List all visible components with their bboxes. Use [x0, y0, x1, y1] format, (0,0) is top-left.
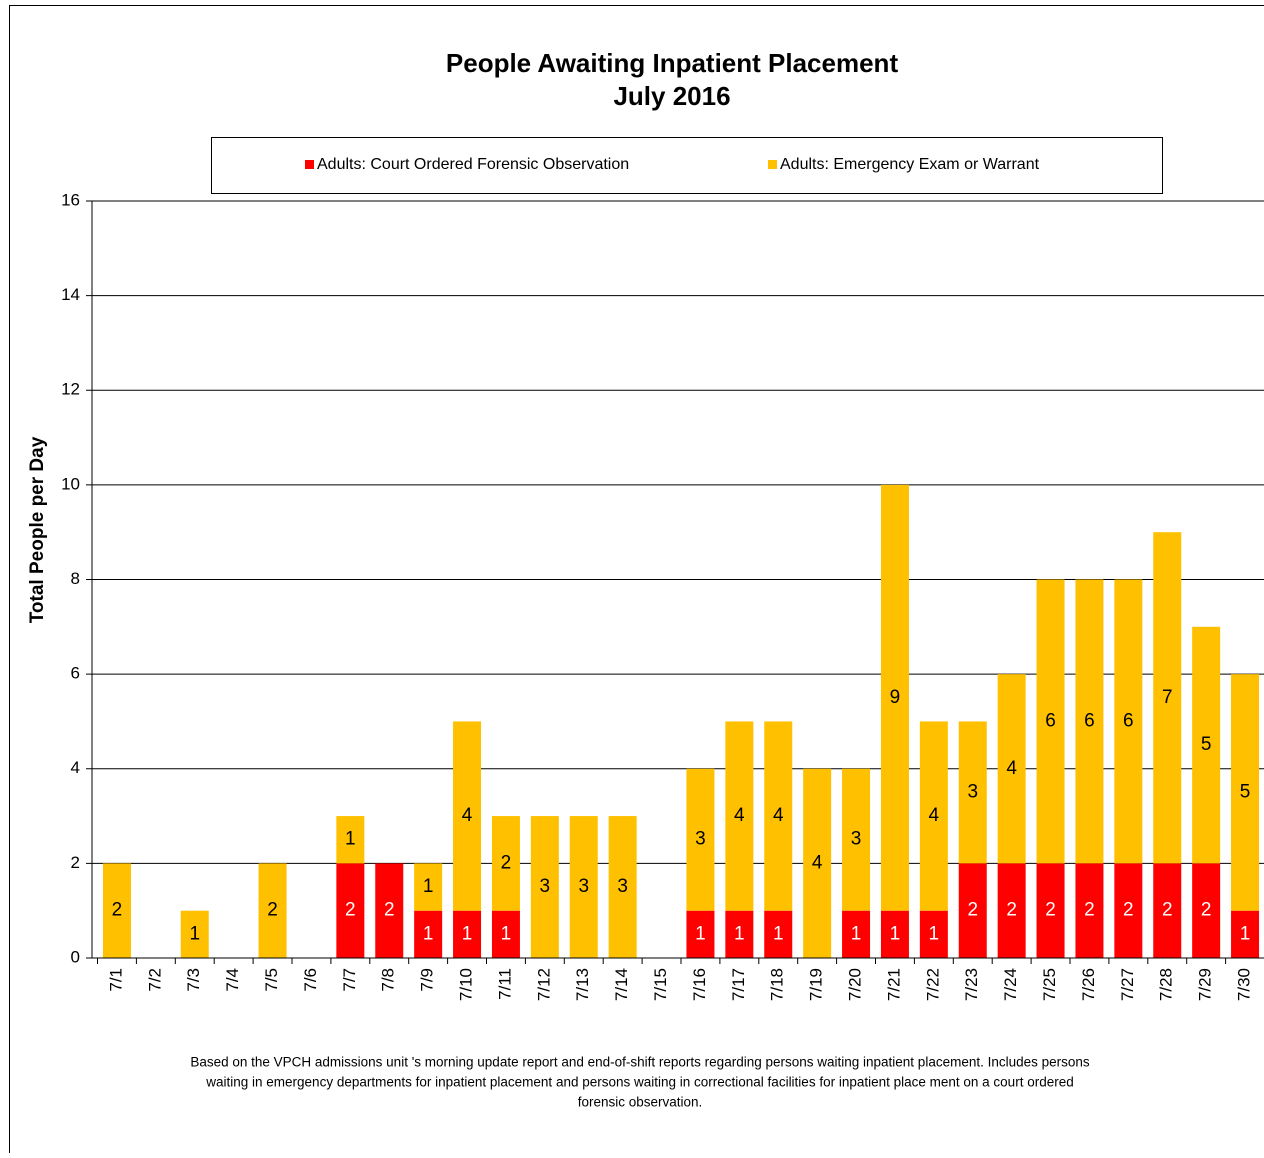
data-label: 6 — [1084, 710, 1095, 731]
footnote: waiting in emergency departments for inp… — [205, 1075, 1073, 1090]
y-tick-label: 4 — [71, 758, 80, 777]
y-tick-label: 10 — [61, 474, 80, 493]
data-label: 1 — [929, 923, 940, 944]
x-tick-label: 7/30 — [1235, 968, 1254, 1001]
x-tick-label: 7/27 — [1118, 968, 1137, 1001]
data-label: 2 — [267, 900, 278, 921]
x-tick-label: 7/24 — [1001, 968, 1020, 1001]
data-label: 2 — [1006, 900, 1017, 921]
x-tick-label: 7/20 — [846, 968, 865, 1001]
data-label: 4 — [773, 805, 784, 826]
x-tick-label: 7/18 — [768, 968, 787, 1001]
data-label: 3 — [617, 876, 628, 897]
x-tick-label: 7/16 — [690, 968, 709, 1001]
data-label: 9 — [890, 687, 901, 708]
x-tick-label: 7/17 — [729, 968, 748, 1001]
chart-title: People Awaiting Inpatient Placement — [446, 48, 899, 78]
data-label: 1 — [423, 923, 434, 944]
data-label: 2 — [384, 900, 395, 921]
footnote: Based on the VPCH admissions unit 's mor… — [190, 1055, 1090, 1070]
data-label: 5 — [1240, 781, 1251, 802]
y-tick-label: 0 — [71, 947, 80, 966]
data-label: 2 — [1123, 900, 1134, 921]
data-label: 2 — [1045, 900, 1056, 921]
data-label: 2 — [501, 852, 512, 873]
x-tick-label: 7/5 — [262, 968, 281, 992]
x-tick-label: 7/21 — [884, 968, 903, 1001]
footnote: forensic observation. — [578, 1095, 703, 1110]
data-label: 3 — [540, 876, 551, 897]
x-tick-label: 7/12 — [534, 968, 553, 1001]
x-tick-label: 7/1 — [106, 968, 125, 992]
y-tick-label: 2 — [71, 853, 80, 872]
x-tick-label: 7/23 — [962, 968, 981, 1001]
x-tick-label: 7/4 — [223, 968, 242, 992]
data-label: 2 — [112, 900, 123, 921]
x-tick-label: 7/15 — [651, 968, 670, 1001]
data-label: 1 — [851, 923, 862, 944]
data-label: 3 — [695, 829, 706, 850]
data-label: 2 — [1162, 900, 1173, 921]
data-label: 1 — [462, 923, 473, 944]
y-axis-label: Total People per Day — [27, 436, 48, 623]
data-label: 1 — [1240, 923, 1251, 944]
x-tick-label: 7/2 — [145, 968, 164, 992]
legend-label: Adults: Emergency Exam or Warrant — [780, 156, 1040, 173]
data-label: 2 — [1201, 900, 1212, 921]
legend-label: Adults: Court Ordered Forensic Observati… — [317, 156, 629, 173]
legend-swatch — [768, 160, 777, 169]
x-tick-label: 7/29 — [1196, 968, 1215, 1001]
x-tick-label: 7/3 — [184, 968, 203, 992]
data-label: 1 — [501, 923, 512, 944]
data-label: 1 — [695, 923, 706, 944]
x-tick-label: 7/14 — [612, 968, 631, 1001]
x-tick-label: 7/22 — [923, 968, 942, 1001]
data-label: 6 — [1123, 710, 1134, 731]
data-label: 2 — [1084, 900, 1095, 921]
x-tick-label: 7/7 — [340, 968, 359, 992]
data-label: 2 — [967, 900, 978, 921]
data-label: 4 — [462, 805, 473, 826]
data-label: 3 — [578, 876, 589, 897]
x-tick-label: 7/11 — [495, 968, 514, 1000]
data-label: 1 — [734, 923, 745, 944]
y-tick-label: 12 — [61, 380, 80, 399]
data-label: 4 — [812, 852, 823, 873]
x-tick-label: 7/26 — [1079, 968, 1098, 1001]
data-label: 1 — [890, 923, 901, 944]
y-tick-label: 6 — [71, 664, 80, 683]
data-label: 4 — [929, 805, 940, 826]
y-tick-label: 8 — [71, 569, 80, 588]
x-tick-label: 7/13 — [573, 968, 592, 1001]
chart-subtitle: July 2016 — [613, 81, 730, 111]
x-tick-label: 7/10 — [457, 968, 476, 1001]
data-label: 1 — [189, 923, 200, 944]
data-label: 4 — [1006, 758, 1017, 779]
x-tick-label: 7/25 — [1040, 968, 1059, 1001]
data-label: 7 — [1162, 687, 1173, 708]
x-tick-label: 7/28 — [1157, 968, 1176, 1001]
data-label: 5 — [1201, 734, 1212, 755]
data-label: 4 — [734, 805, 745, 826]
x-tick-label: 7/8 — [379, 968, 398, 992]
data-label: 3 — [967, 781, 978, 802]
data-label: 1 — [345, 829, 356, 850]
y-tick-label: 16 — [61, 190, 80, 209]
y-tick-label: 14 — [61, 285, 80, 304]
legend-swatch — [305, 160, 314, 169]
data-label: 1 — [773, 923, 784, 944]
x-tick-label: 7/6 — [301, 968, 320, 992]
data-label: 2 — [345, 900, 356, 921]
x-tick-label: 7/9 — [418, 968, 437, 992]
x-tick-label: 7/19 — [807, 968, 826, 1001]
data-label: 1 — [423, 876, 434, 897]
data-label: 3 — [851, 829, 862, 850]
data-label: 6 — [1045, 710, 1056, 731]
